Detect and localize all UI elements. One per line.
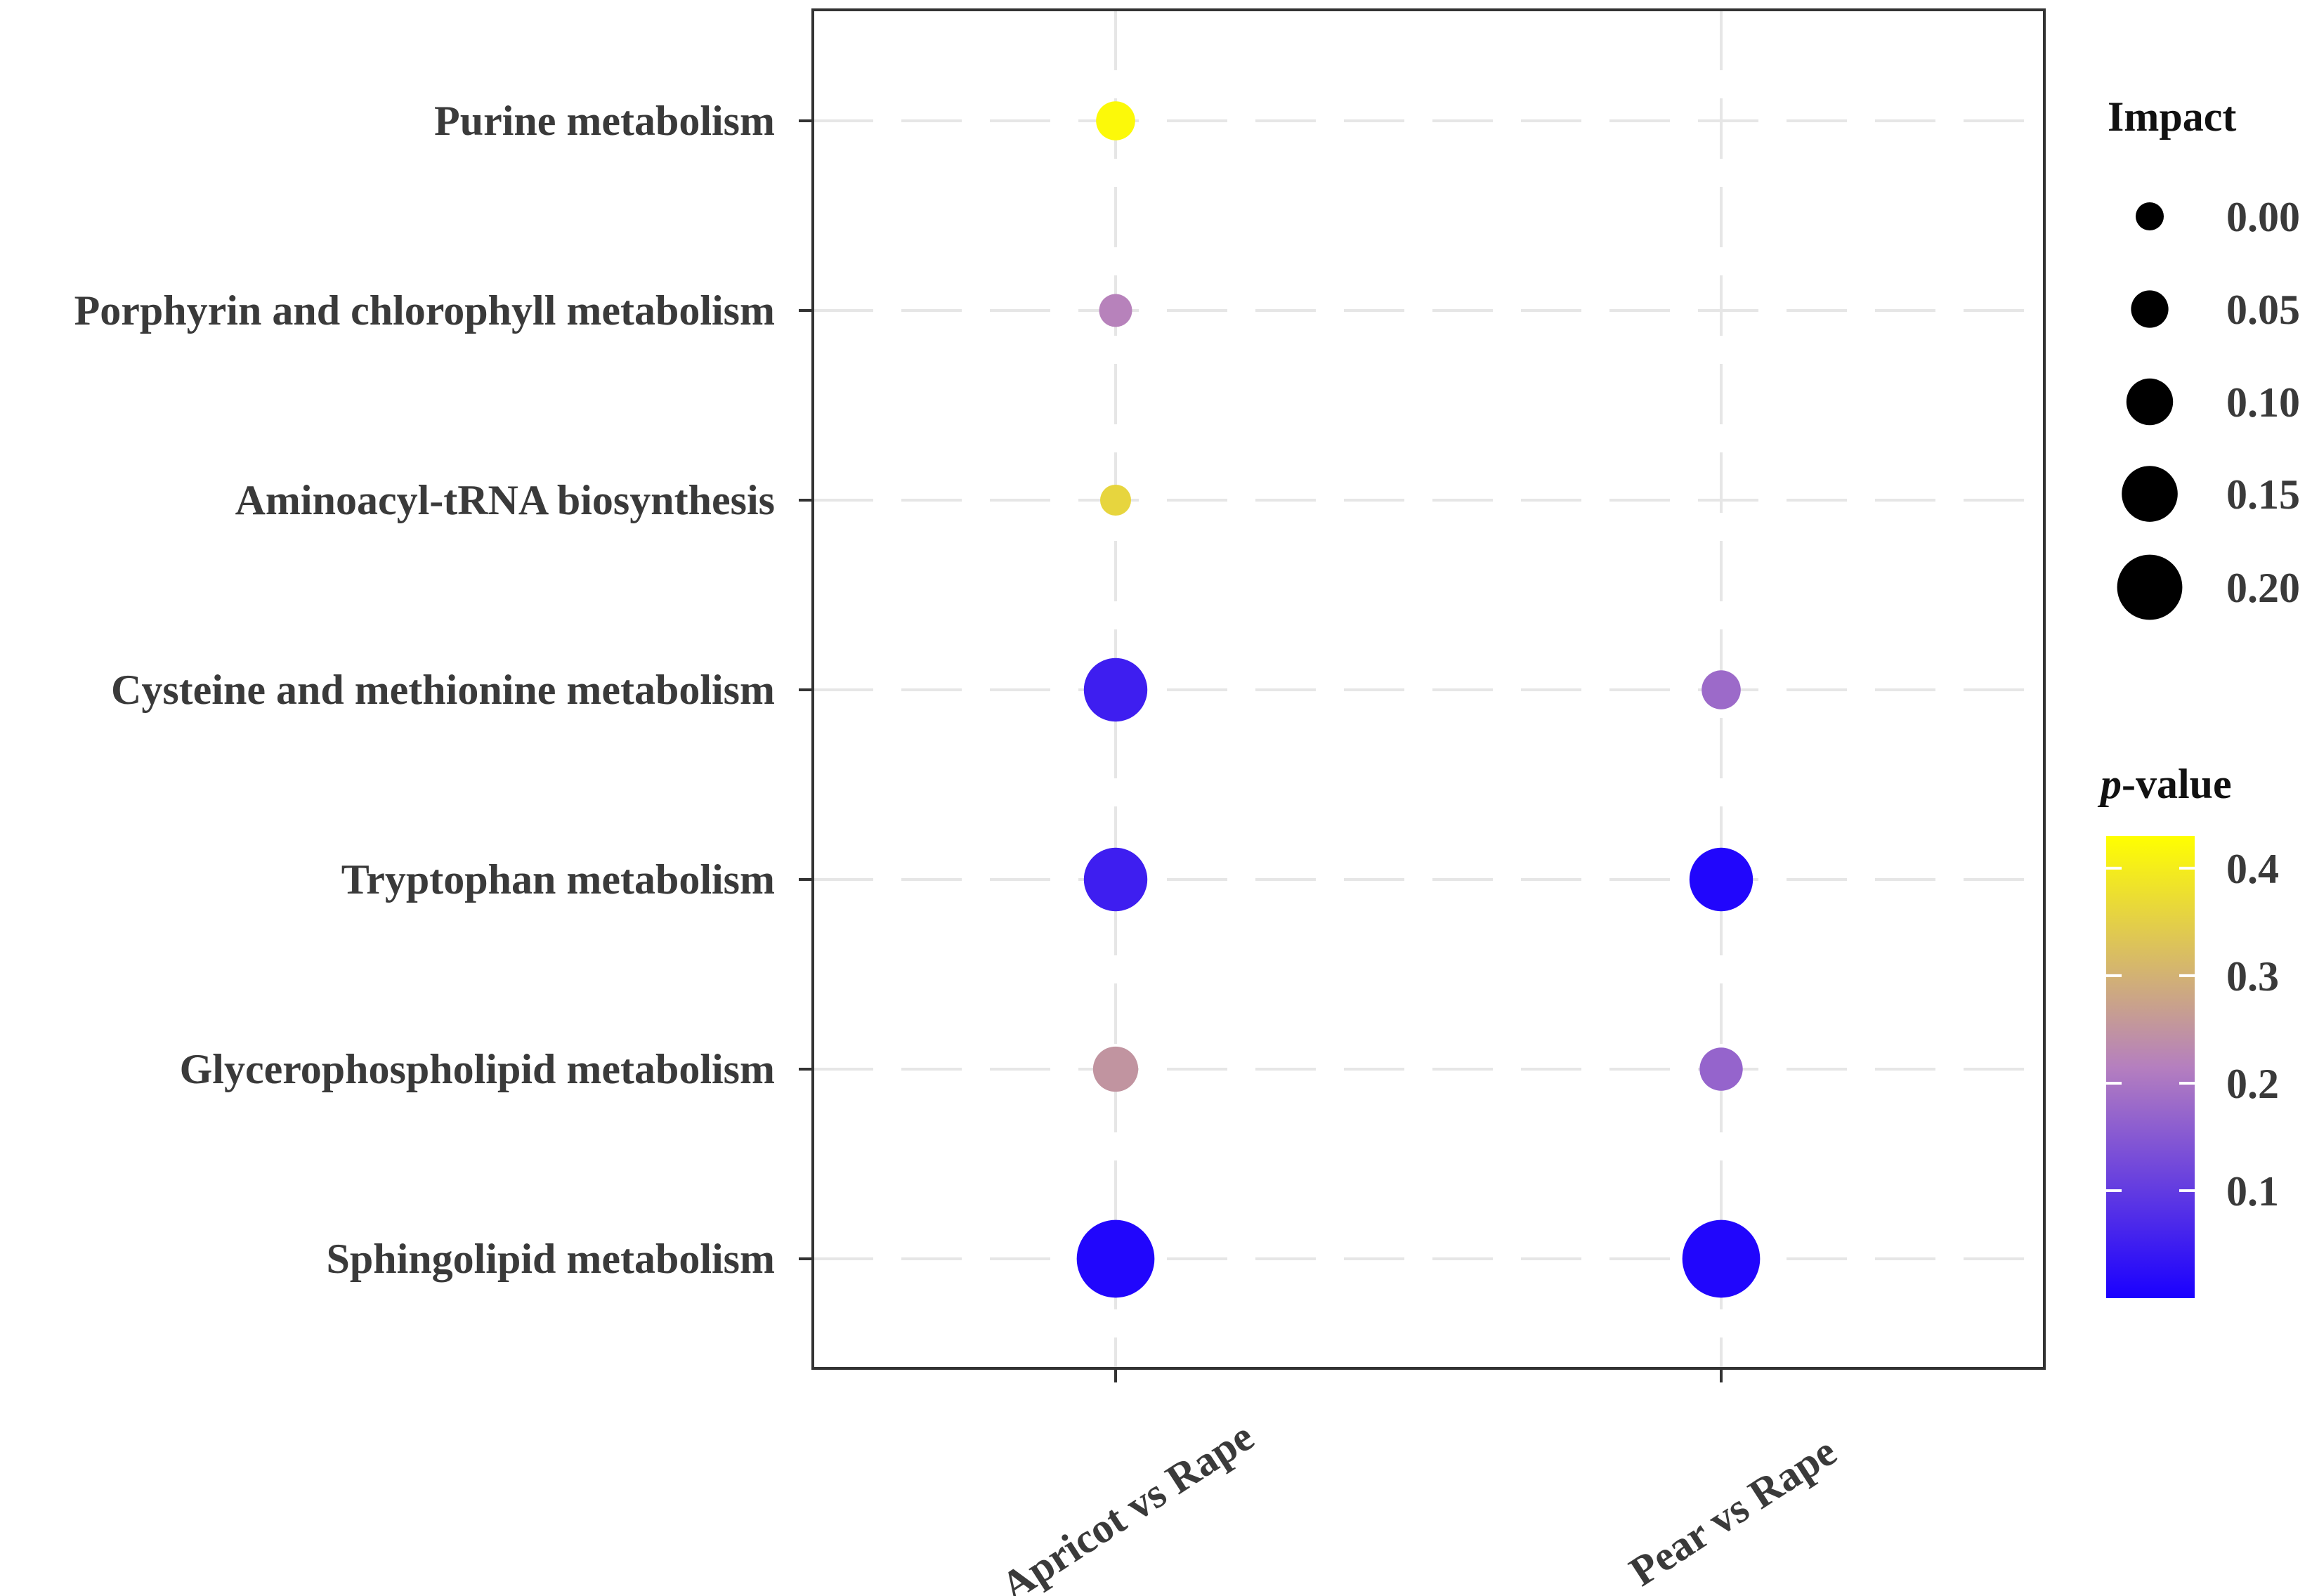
data-points: [1076, 101, 1761, 1298]
data-point: [1699, 1047, 1743, 1091]
x-axis: Apricot vs Rape Pear vs Rape: [993, 1368, 1844, 1596]
data-point: [1100, 485, 1131, 516]
grid-lines: [813, 10, 2044, 1368]
y-tick-label: Purine metabolism: [434, 98, 775, 144]
p-value-legend-title: p-value: [2097, 761, 2232, 807]
y-tick-label: Cysteine and methionine metabolism: [111, 667, 775, 713]
data-point: [1083, 658, 1148, 722]
data-point: [1092, 1046, 1139, 1092]
colorbar-tick-label: 0.2: [2226, 1061, 2279, 1107]
y-axis: Purine metabolism Porphyrin and chlorophy…: [74, 98, 813, 1282]
impact-legend-key: [2126, 378, 2174, 426]
data-point: [1689, 847, 1753, 912]
data-point: [1083, 847, 1148, 912]
p-value-colorbar: [2106, 836, 2195, 1298]
impact-legend-key: [2135, 202, 2164, 231]
impact-legend-key: [2122, 466, 2178, 522]
impact-legend-key: [2131, 290, 2169, 328]
data-point: [1076, 1219, 1155, 1298]
x-tick-label: Apricot vs Rape: [993, 1413, 1262, 1596]
data-point: [1096, 101, 1135, 140]
y-tick-label: Porphyrin and chlorophyll metabolism: [74, 287, 775, 334]
impact-legend-title: Impact: [2108, 93, 2236, 140]
p-value-legend-title-italic: p: [2097, 761, 2122, 807]
y-tick-label: Tryptophan metabolism: [341, 856, 775, 903]
data-point: [1702, 670, 1741, 709]
impact-legend-key: [2117, 554, 2183, 620]
colorbar-tick-label: 0.3: [2226, 953, 2279, 1000]
p-value-legend-title-rest: -value: [2122, 761, 2232, 807]
p-value-legend: p-value 0.1 0.2 0.3 0.4: [2097, 761, 2279, 1298]
impact-legend-label: 0.05: [2226, 287, 2300, 333]
colorbar-tick-label: 0.1: [2226, 1168, 2279, 1215]
impact-legend-label: 0.15: [2226, 471, 2300, 518]
impact-legend-label: 0.00: [2226, 194, 2300, 240]
impact-legend-label: 0.20: [2226, 565, 2300, 611]
impact-legend: Impact 0.00 0.05 0.10 0.15 0.20: [2108, 93, 2300, 620]
data-point: [1682, 1219, 1761, 1298]
y-tick-label: Aminoacyl-tRNA biosynthesis: [235, 477, 775, 523]
colorbar-tick-label: 0.4: [2226, 846, 2279, 892]
y-tick-label: Sphingolipid metabolism: [326, 1236, 775, 1282]
data-point: [1099, 294, 1132, 327]
impact-legend-label: 0.10: [2226, 379, 2300, 426]
x-tick-label: Pear vs Rape: [1621, 1427, 1844, 1595]
y-tick-label: Glycerophospholipid metabolism: [180, 1046, 775, 1092]
